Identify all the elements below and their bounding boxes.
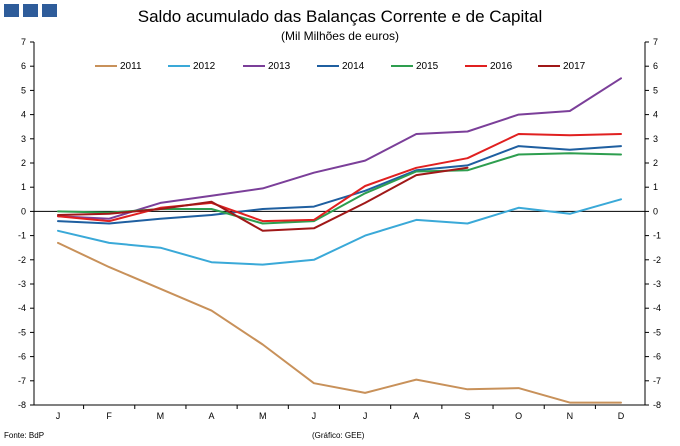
series-line-2014	[57, 145, 622, 225]
y-tick-label-right: 7	[653, 37, 658, 47]
x-tick-label: A	[209, 411, 215, 421]
x-tick-label: J	[56, 411, 61, 421]
series-line-2011	[57, 241, 622, 404]
x-tick-label: A	[413, 411, 419, 421]
y-tick-label-left: -8	[18, 400, 26, 410]
y-tick-label-right: -7	[653, 376, 661, 386]
logo-square	[23, 4, 38, 17]
legend-label-2012: 2012	[193, 61, 216, 72]
y-tick-label-left: 5	[21, 85, 26, 95]
legend-label-2015: 2015	[416, 61, 439, 72]
y-tick-label-left: 4	[21, 110, 26, 120]
x-tick-label: D	[618, 411, 625, 421]
y-tick-label-right: 4	[653, 110, 658, 120]
logo-squares	[4, 4, 57, 17]
y-tick-label-left: -3	[18, 279, 26, 289]
legend-label-2014: 2014	[342, 61, 365, 72]
y-tick-label-left: 1	[21, 182, 26, 192]
y-tick-label-right: -1	[653, 231, 661, 241]
y-tick-label-right: -3	[653, 279, 661, 289]
y-tick-label-left: 0	[21, 206, 26, 216]
y-tick-label-left: 6	[21, 61, 26, 71]
logo-square	[4, 4, 19, 17]
legend-label-2013: 2013	[268, 61, 291, 72]
x-tick-label: J	[363, 411, 368, 421]
x-tick-label: M	[259, 411, 267, 421]
x-tick-label: J	[312, 411, 317, 421]
y-tick-label-left: 3	[21, 134, 26, 144]
y-tick-label-right: 2	[653, 158, 658, 168]
y-tick-label-right: 3	[653, 134, 658, 144]
y-tick-label-right: -2	[653, 255, 661, 265]
y-tick-label-left: -1	[18, 231, 26, 241]
y-tick-label-left: 7	[21, 37, 26, 47]
x-tick-label: M	[157, 411, 165, 421]
y-tick-label-right: -8	[653, 400, 661, 410]
x-tick-label: N	[567, 411, 574, 421]
chart-subtitle: (Mil Milhões de euros)	[280, 29, 400, 43]
y-tick-label-right: -4	[653, 303, 661, 313]
y-tick-label-left: -7	[18, 376, 26, 386]
logo-square	[42, 4, 57, 17]
series-line-2017	[57, 166, 469, 232]
y-tick-label-right: 5	[653, 85, 658, 95]
chart-title: Saldo acumulado das Balanças Corrente e …	[137, 7, 543, 26]
y-tick-label-left: 2	[21, 158, 26, 168]
source-note: Fonte: BdP	[4, 431, 45, 440]
series-line-2013	[57, 77, 622, 220]
y-tick-label-right: 0	[653, 206, 658, 216]
y-tick-label-left: -4	[18, 303, 26, 313]
y-tick-label-left: -5	[18, 327, 26, 337]
y-tick-label-right: -6	[653, 352, 661, 362]
legend-label-2016: 2016	[490, 61, 513, 72]
legend-label-2011: 2011	[120, 61, 142, 72]
y-tick-label-right: 6	[653, 61, 658, 71]
y-tick-label-right: -5	[653, 327, 661, 337]
legend-label-2017: 2017	[563, 61, 586, 72]
credit-note: (Gráfico: GEE)	[312, 431, 365, 440]
y-tick-label-right: 1	[653, 182, 658, 192]
x-tick-label: F	[106, 411, 112, 421]
y-tick-label-left: -2	[18, 255, 26, 265]
series-line-2012	[57, 198, 622, 266]
x-tick-label: S	[464, 411, 470, 421]
x-tick-label: O	[515, 411, 522, 421]
y-tick-label-left: -6	[18, 352, 26, 362]
